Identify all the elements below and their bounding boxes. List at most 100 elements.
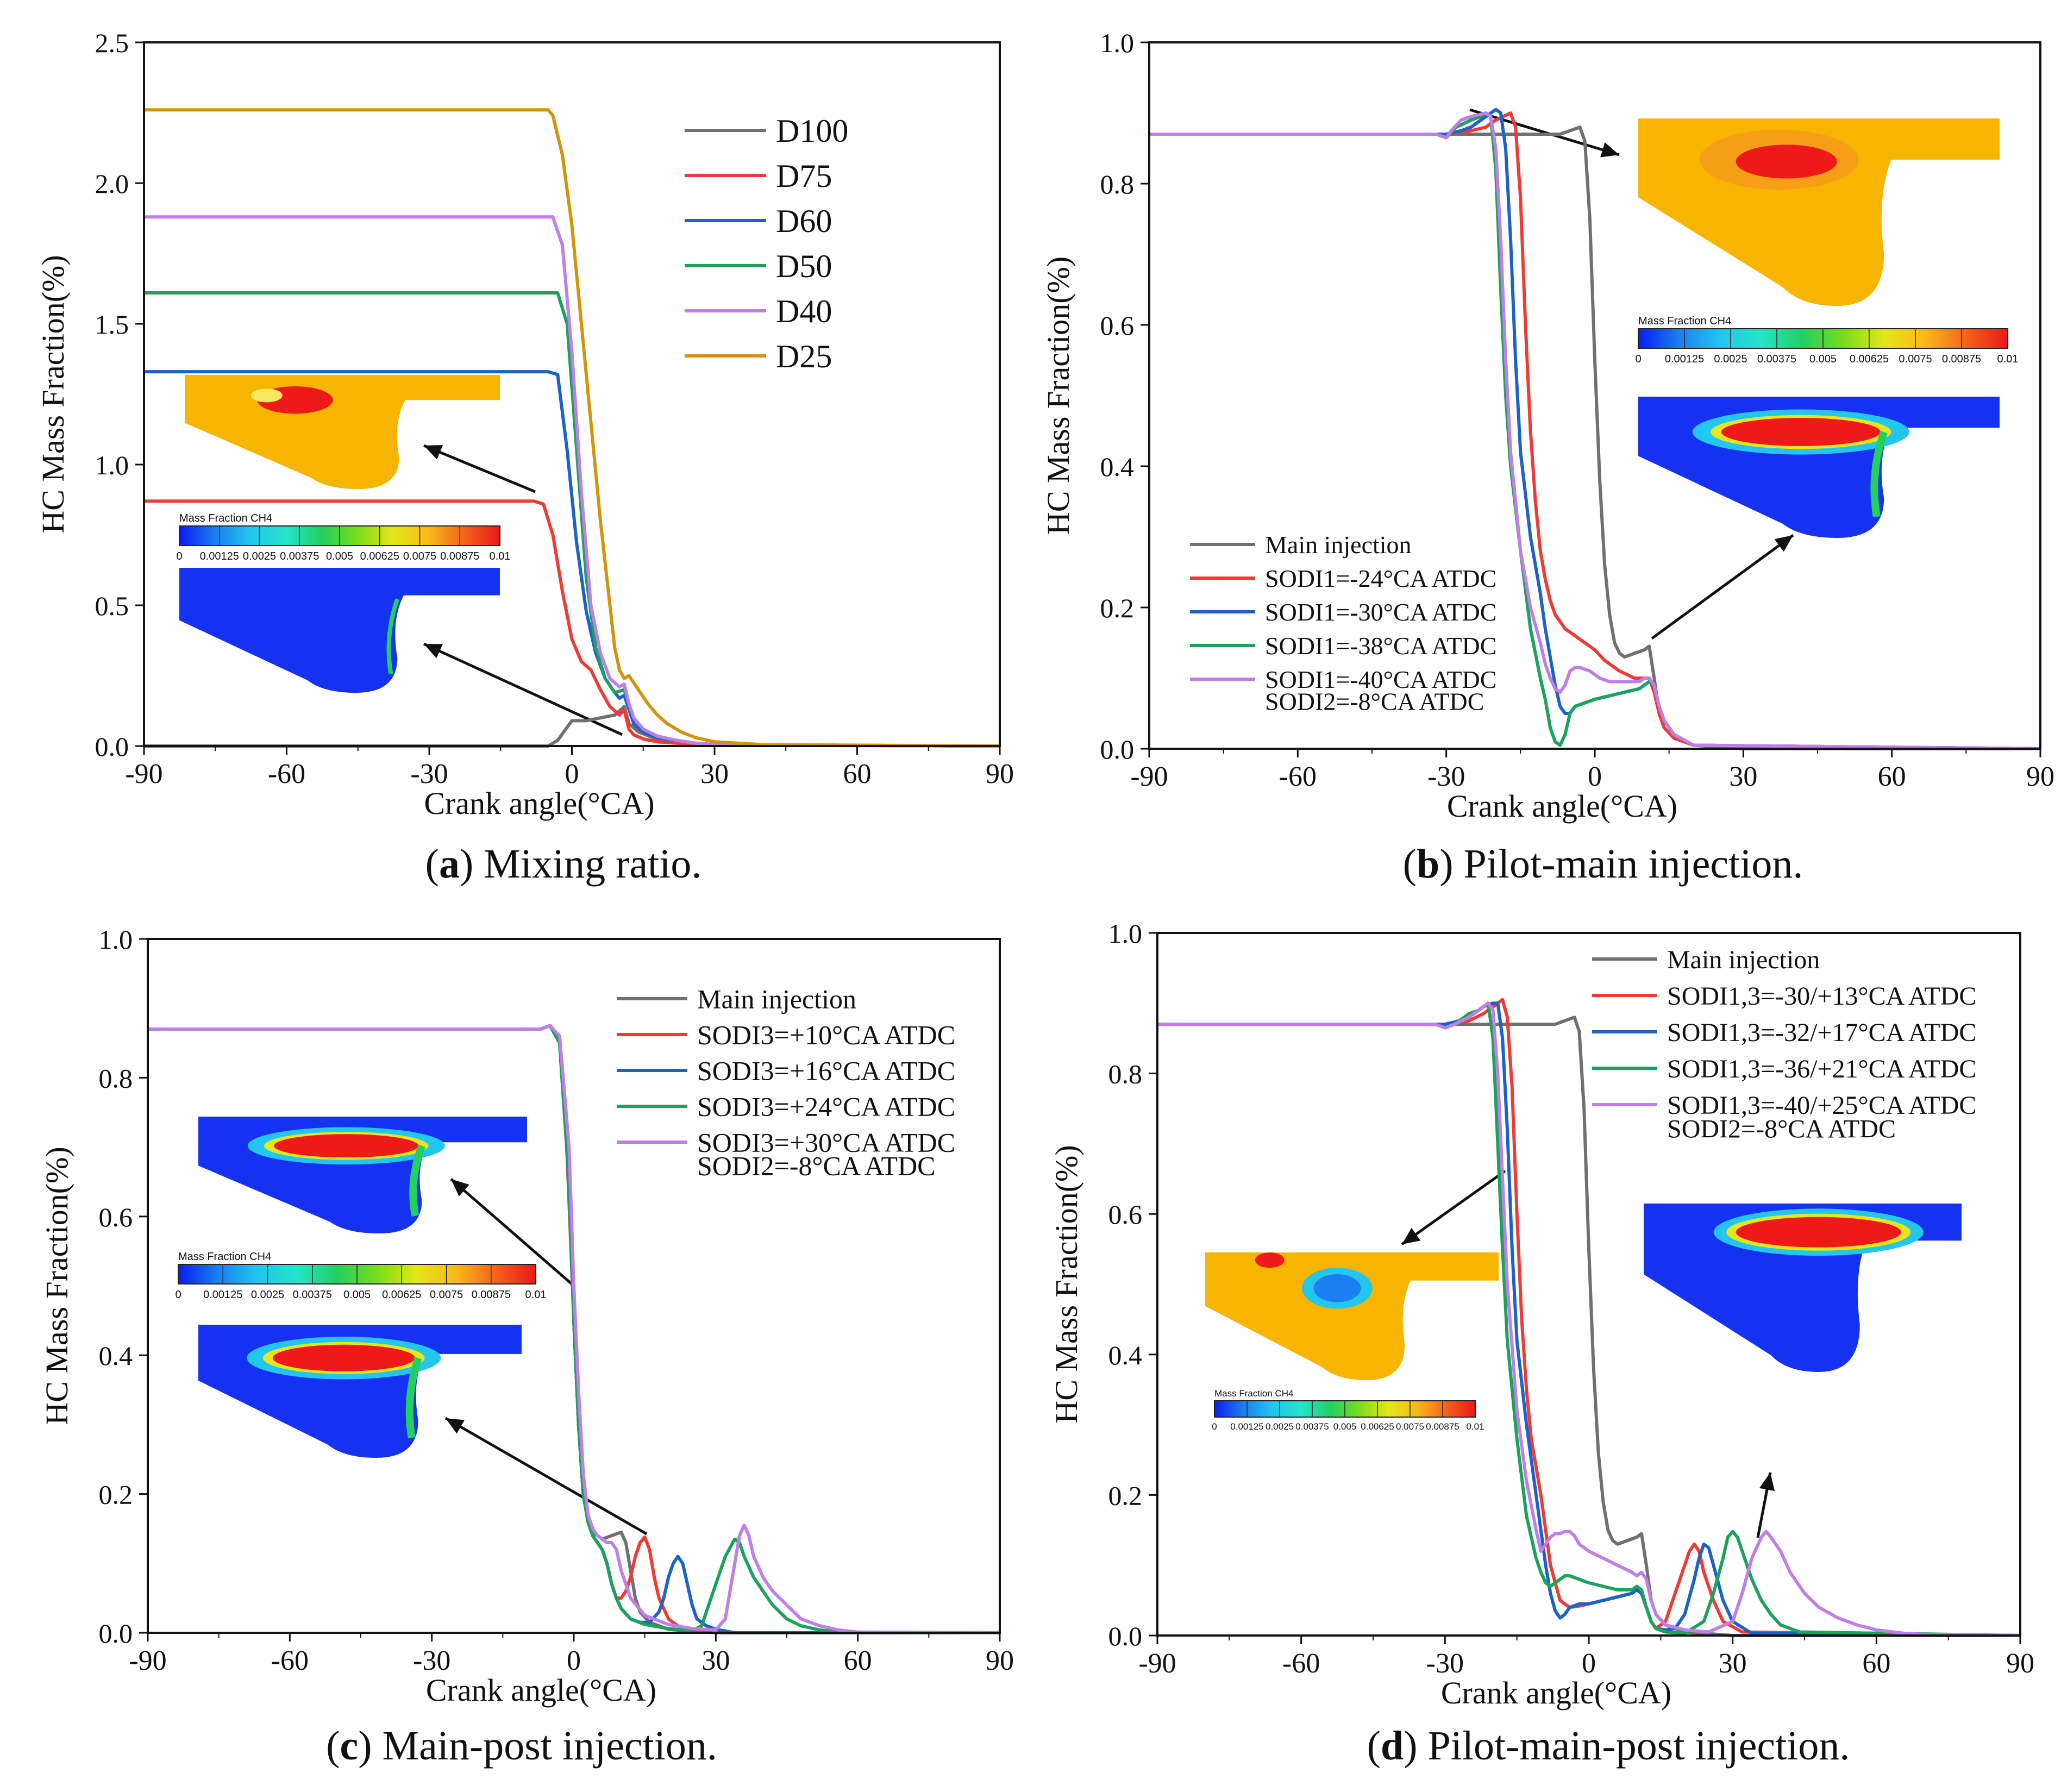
x-tick-label: 90 — [986, 1645, 1014, 1676]
inset-edge — [409, 1144, 425, 1217]
contour-inset — [1638, 397, 2000, 640]
colorbar-tick: 0.0075 — [1899, 353, 1932, 365]
x-tick-label: -90 — [129, 1645, 166, 1676]
legend: Main injection SODI1,3=-30/+13°CA ATDC SOD… — [1592, 945, 1976, 1143]
caption-paren: ( — [326, 1723, 340, 1769]
caption-paren: ( — [1367, 1723, 1381, 1769]
y-tick-label: 1.0 — [95, 450, 129, 480]
legend-label: SODI3=+16°CA ATDC — [697, 1056, 955, 1086]
legend: Main injection SODI3=+10°CA ATDC SODI3=+16… — [617, 984, 955, 1181]
colorbar-tick: 0.00125 — [1230, 1421, 1263, 1432]
legend-label: SODI1,3=-30/+13°CA ATDC — [1667, 982, 1976, 1011]
y-tick-label: 0.4 — [1100, 452, 1135, 482]
legend-label: Main injection — [1265, 531, 1412, 559]
inset-arrowhead — [424, 444, 443, 460]
caption-letter: c — [340, 1723, 358, 1769]
y-tick-label: 0.8 — [1108, 1059, 1143, 1089]
y-axis-label: HC Mass Fraction(%) — [1041, 256, 1076, 535]
contour-inset — [1469, 108, 2000, 306]
caption-text: ) Mixing ratio. — [460, 841, 701, 887]
colorbar-tick: 0.00875 — [1942, 353, 1981, 365]
legend: D100 D75 D60 D50 D40 D25 — [685, 113, 848, 374]
x-tick-label: -30 — [1427, 761, 1465, 792]
y-tick-label: 0.0 — [1108, 1621, 1143, 1651]
panel-caption: (a) Mixing ratio. — [425, 841, 702, 887]
x-tick-label: -60 — [1279, 761, 1317, 792]
inset-edge — [1870, 430, 1888, 518]
caption-letter: d — [1381, 1723, 1404, 1769]
caption-paren: ( — [1403, 841, 1417, 887]
colorbar-tick: 0 — [176, 550, 182, 562]
x-tick-label: -90 — [125, 759, 162, 790]
colorbar-tick: 0.00125 — [203, 1289, 242, 1301]
inset-hotspot — [1721, 418, 1881, 446]
panel-caption: (d) Pilot-main-post injection. — [1367, 1723, 1850, 1769]
inset-chamber — [1205, 1252, 1499, 1380]
colorbar-tick: 0.0075 — [1396, 1421, 1424, 1432]
contour-inset — [185, 375, 536, 493]
legend-label: Main injection — [697, 984, 856, 1014]
inset-chamber — [179, 568, 500, 693]
colorbar-tick: 0.00625 — [1361, 1421, 1394, 1432]
colorbar-tick: 0.00875 — [440, 550, 479, 562]
inset-edge — [386, 598, 399, 675]
x-tick-label: -60 — [271, 1645, 309, 1676]
contour-inset — [1644, 1204, 1962, 1538]
colorbar-tick: 0.00375 — [280, 550, 319, 562]
x-axis-label: Crank angle(°CA) — [1441, 1675, 1671, 1710]
inset-hotspot — [250, 389, 283, 403]
y-tick-label: 1.0 — [1100, 28, 1135, 58]
inset-hotspot — [272, 1344, 415, 1371]
x-tick-label: 30 — [1719, 1648, 1747, 1679]
legend-label: SODI3=+10°CA ATDC — [697, 1020, 955, 1050]
y-axis-label: HC Mass Fraction(%) — [1049, 1145, 1084, 1423]
series-line-D25 — [144, 108, 1000, 748]
x-axis-label: Crank angle(°CA) — [424, 786, 654, 821]
legend-note: SODI2=-8°CA ATDC — [697, 1150, 936, 1181]
x-tick-label: 30 — [701, 1645, 730, 1676]
colorbar-tick: 0.00625 — [382, 1289, 421, 1301]
x-tick-label: 30 — [1729, 761, 1757, 792]
legend-label: D75 — [776, 158, 832, 194]
y-tick-label: 0.6 — [99, 1202, 133, 1232]
y-tick-label: 0.0 — [99, 1618, 133, 1649]
x-tick-label: -90 — [1130, 761, 1168, 792]
y-tick-label: 1.5 — [95, 309, 129, 340]
colorbar-tick: 0 — [1635, 353, 1641, 365]
y-tick-label: 0.6 — [1108, 1199, 1143, 1230]
inset-hotspot — [1313, 1274, 1361, 1302]
y-tick-label: 0.8 — [1100, 169, 1135, 199]
colorbar-tick: 0 — [175, 1289, 181, 1301]
colorbar-tick: 0.00125 — [200, 550, 239, 562]
colorbar-tick: 0.00875 — [472, 1289, 511, 1301]
series-line-SODI3=+30°CA ATDC — [148, 1024, 1000, 1634]
x-tick-label: 0 — [565, 759, 579, 790]
inset-arrow — [1401, 1169, 1506, 1246]
inset-arrow — [444, 1417, 648, 1536]
colorbar-tick: 0.0025 — [251, 1289, 284, 1301]
series-line-SODI1=-40°CA ATDC — [1149, 111, 2041, 750]
y-tick-label: 0.5 — [95, 591, 129, 621]
contour-inset — [198, 1117, 576, 1288]
legend-label: SODI3=+24°CA ATDC — [697, 1092, 955, 1122]
y-tick-label: 2.5 — [95, 28, 129, 58]
inset-hotspot — [1255, 1252, 1285, 1268]
colorbar-tick: 0.0025 — [1714, 353, 1747, 365]
inset-edge — [405, 1357, 422, 1439]
colorbar-tick: 0.00375 — [1295, 1421, 1329, 1432]
legend-label: D60 — [776, 203, 832, 239]
panel-a: Mass Fraction CH4 0 0.00125 0.0025 0.00375 0.… — [35, 28, 1014, 887]
legend-note: SODI2=-8°CA ATDC — [1667, 1114, 1896, 1143]
x-tick-label: 60 — [1862, 1648, 1890, 1679]
legend-label: SODI1=-38°CA ATDC — [1265, 632, 1496, 660]
caption-text: ) Main-post injection. — [358, 1723, 717, 1769]
x-tick-label: 60 — [844, 1645, 872, 1676]
x-tick-label: 90 — [2026, 761, 2054, 792]
inset-hotspot — [274, 1134, 419, 1158]
x-tick-label: 60 — [1878, 761, 1906, 792]
x-tick-label: 0 — [1582, 1648, 1596, 1679]
